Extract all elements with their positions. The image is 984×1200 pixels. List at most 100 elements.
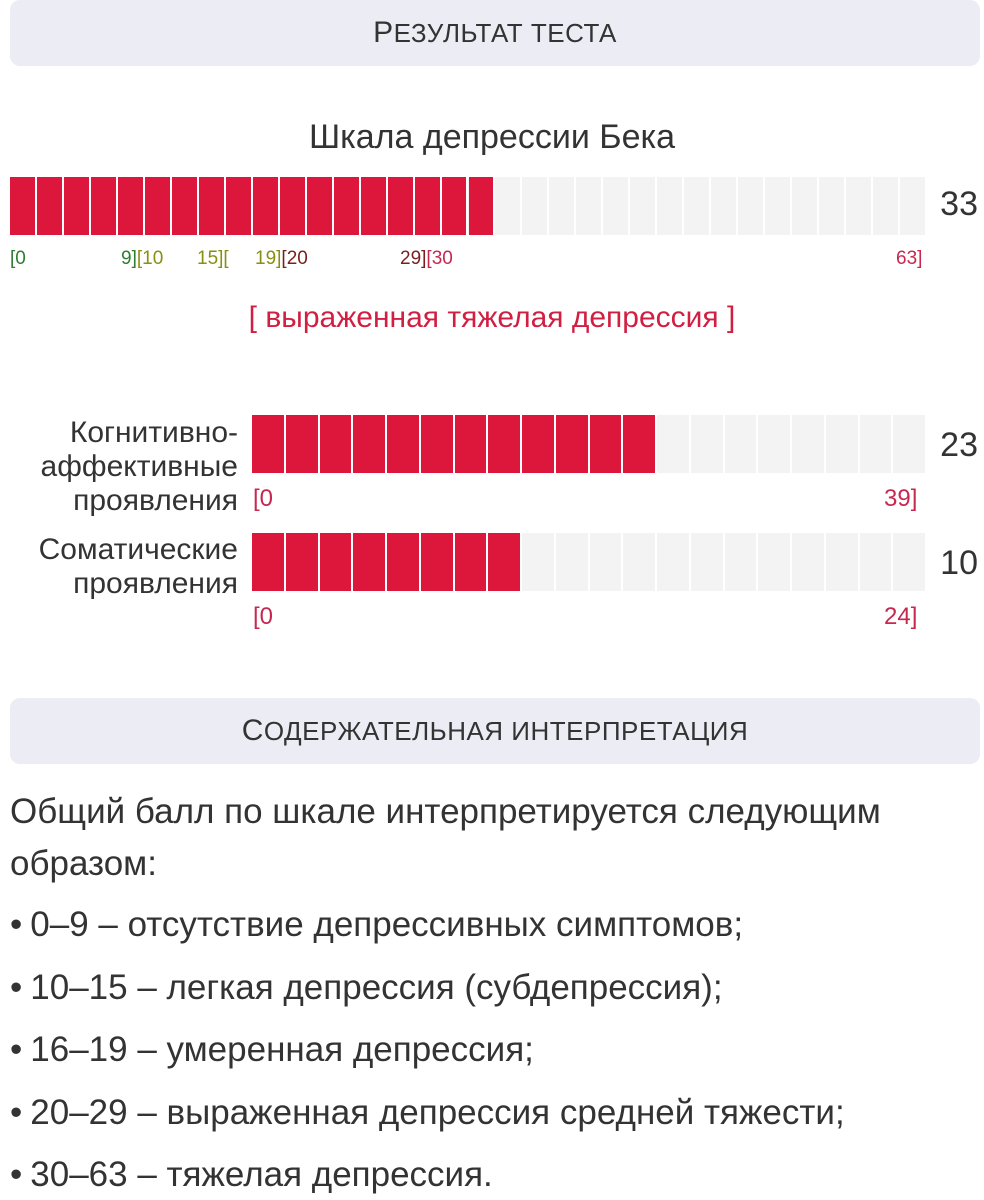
somatic-bar-segment xyxy=(825,533,860,591)
tick-29: 29] xyxy=(400,248,427,269)
bullet-icon: • xyxy=(10,968,23,1007)
beck-bar-segment xyxy=(333,177,361,235)
beck-bar-segment xyxy=(576,177,604,235)
bullet-icon: • xyxy=(10,905,23,944)
beck-score-value: 33 xyxy=(940,185,978,223)
cognitive-bar-segment xyxy=(285,415,320,473)
list-item-text: 16–19 – умеренная депрессия; xyxy=(30,1030,534,1069)
beck-bar-segment xyxy=(711,177,739,235)
somatic-bar-segment xyxy=(522,533,556,591)
cognitive-bar-segment xyxy=(859,415,894,473)
beck-bar-segment xyxy=(603,177,631,235)
somatic-bar-segment xyxy=(454,533,489,591)
cognitive-bar-segment xyxy=(319,415,354,473)
cognitive-bar-segment xyxy=(758,415,792,473)
subscale-somatic-label: Соматические проявления xyxy=(10,533,238,601)
somatic-bar-segment xyxy=(623,533,657,591)
beck-bar-segment xyxy=(198,177,226,235)
somatic-max-tick: 24] xyxy=(884,603,918,630)
header-rest: ОДЕРЖАТЕЛЬНАЯ ИНТЕРПРЕТАЦИЯ xyxy=(263,715,749,746)
somatic-min-tick: [0 xyxy=(253,603,274,630)
cognitive-bar-segment xyxy=(589,415,624,473)
beck-bar-segment xyxy=(792,177,820,235)
tick-19: 19] xyxy=(255,248,282,269)
subscale-somatic-label-text: Соматические проявления xyxy=(38,533,238,600)
list-item-text: 0–9 – отсутствие депрессивных симптомов; xyxy=(30,905,744,944)
tick-63: 63] xyxy=(896,248,923,269)
beck-bar-segment xyxy=(846,177,874,235)
beck-bar-segment xyxy=(225,177,253,235)
interpretation-intro: Общий балл по шкале интерпретируется сле… xyxy=(10,792,881,883)
cognitive-bar-segment xyxy=(420,415,455,473)
list-item-text: 30–63 – тяжелая депрессия. xyxy=(30,1155,493,1194)
somatic-bar-segment xyxy=(285,533,320,591)
beck-bar-segment xyxy=(765,177,793,235)
tick-9-10: 9][10 xyxy=(121,248,163,270)
beck-bar-segment xyxy=(36,177,64,235)
header-first-letter: С xyxy=(241,714,264,747)
bullet-icon: • xyxy=(10,1030,23,1069)
somatic-bar-segment xyxy=(589,533,624,591)
beck-score-bar xyxy=(10,177,927,235)
somatic-bar-segment xyxy=(420,533,455,591)
tick-10: [10 xyxy=(136,248,164,269)
tick-0: [0 xyxy=(10,248,26,269)
somatic-bar-segment xyxy=(387,533,421,591)
cognitive-min-tick: [0 xyxy=(253,485,274,512)
beck-bar-segment xyxy=(387,177,415,235)
beck-bar-segment xyxy=(117,177,145,235)
cognitive-bar-segment xyxy=(488,415,522,473)
tick-9: 9] xyxy=(121,248,137,269)
tick-29-30: 29][30 xyxy=(400,248,453,270)
beck-bar-segment xyxy=(90,177,118,235)
cognitive-bar-segment xyxy=(690,415,725,473)
tick-19-20: 19][20 xyxy=(255,248,308,270)
tick-30: [30 xyxy=(426,248,453,269)
list-item: • 10–15 – легкая депрессия (субдепрессия)… xyxy=(10,968,970,1008)
beck-bar-segment xyxy=(522,177,550,235)
cognitive-score-bar xyxy=(252,415,927,473)
somatic-bar-segment xyxy=(724,533,759,591)
somatic-bar-segment xyxy=(792,533,826,591)
somatic-bar-segment xyxy=(319,533,354,591)
beck-bar-segment xyxy=(10,177,37,235)
somatic-bar-segment xyxy=(555,533,590,591)
beck-bar-segment xyxy=(549,177,577,235)
beck-bar-segment xyxy=(900,177,927,235)
cognitive-score-value: 23 xyxy=(940,426,978,464)
cognitive-bar-segment xyxy=(792,415,826,473)
beck-bar-segment xyxy=(414,177,442,235)
somatic-bar-segment xyxy=(353,533,387,591)
beck-bar-segment xyxy=(279,177,307,235)
beck-bar-segment xyxy=(171,177,199,235)
bullet-icon: • xyxy=(10,1155,23,1194)
cognitive-bar-segment xyxy=(353,415,387,473)
cognitive-bar-segment xyxy=(555,415,590,473)
somatic-bar-segment xyxy=(758,533,792,591)
scale-title: Шкала депрессии Бека xyxy=(308,118,676,156)
list-item: • 30–63 – тяжелая депрессия. xyxy=(10,1155,970,1195)
somatic-score-bar xyxy=(252,533,927,591)
somatic-bar-segment xyxy=(252,533,286,591)
cognitive-bar-segment xyxy=(454,415,489,473)
beck-bar-segment xyxy=(495,177,523,235)
cognitive-bar-segment xyxy=(522,415,556,473)
somatic-bar-segment xyxy=(893,533,927,591)
list-item: • 20–29 – выраженная депрессия средней тя… xyxy=(10,1093,970,1133)
tick-20: [20 xyxy=(281,248,308,269)
beck-bar-segment xyxy=(873,177,901,235)
cognitive-bar-segment xyxy=(724,415,759,473)
cognitive-bar-segment xyxy=(657,415,691,473)
somatic-bar-segment xyxy=(657,533,691,591)
list-item-text: 20–29 – выраженная депрессия средней тяж… xyxy=(30,1093,845,1132)
beck-bar-segment xyxy=(468,177,496,235)
beck-bar-segment xyxy=(306,177,334,235)
somatic-score-value: 10 xyxy=(940,544,978,582)
beck-bar-segment xyxy=(441,177,469,235)
beck-bar-segment xyxy=(819,177,847,235)
somatic-bar-segment xyxy=(859,533,894,591)
beck-bar-segment xyxy=(630,177,658,235)
beck-bar-segment xyxy=(360,177,388,235)
beck-bar-segment xyxy=(657,177,685,235)
beck-bar-segment xyxy=(738,177,766,235)
